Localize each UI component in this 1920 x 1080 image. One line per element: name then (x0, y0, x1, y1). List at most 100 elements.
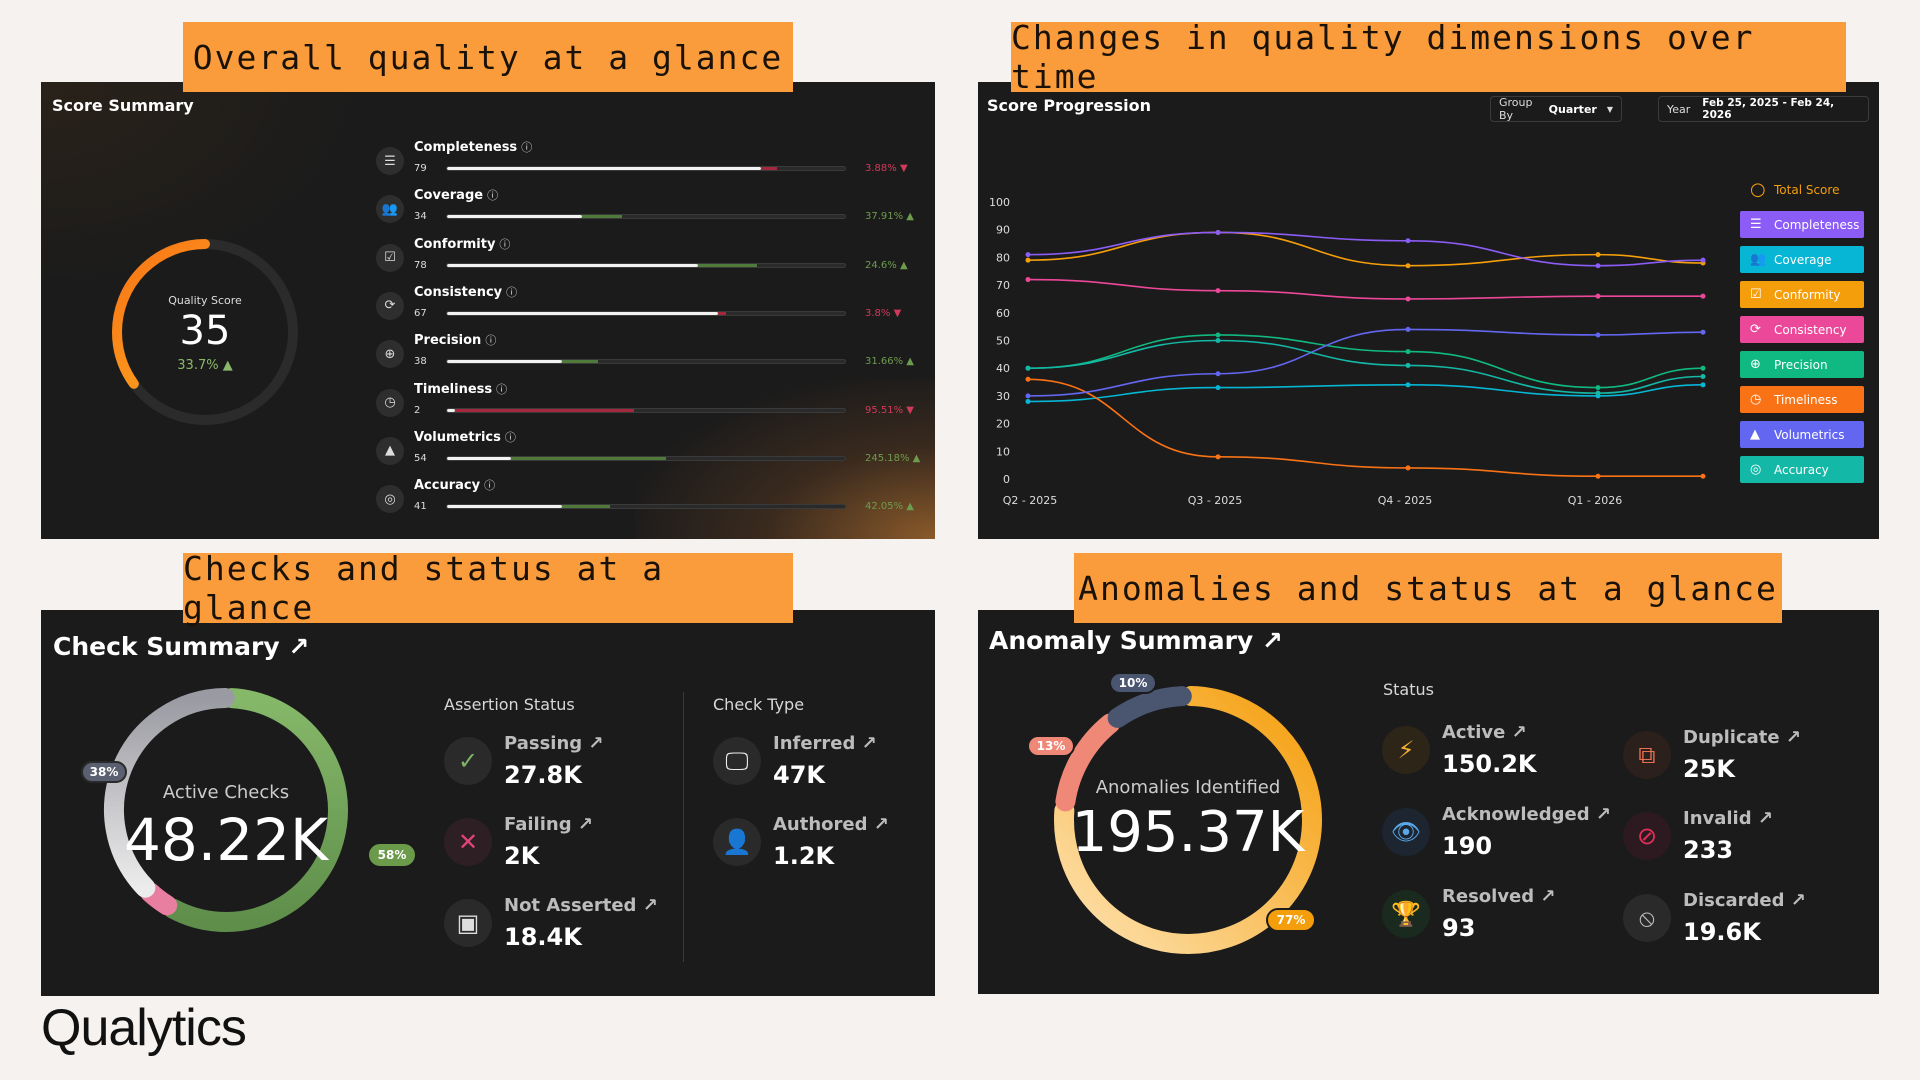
data-point[interactable] (1700, 293, 1706, 299)
data-point[interactable] (1700, 473, 1706, 479)
data-point[interactable] (1025, 393, 1031, 399)
data-point[interactable] (1025, 252, 1031, 258)
info-icon[interactable]: ⓘ (499, 237, 511, 251)
data-point[interactable] (1595, 332, 1601, 338)
acknowledged-label: Acknowledged ↗ (1442, 804, 1611, 825)
data-point[interactable] (1595, 293, 1601, 299)
data-point[interactable] (1215, 371, 1221, 377)
info-icon[interactable]: ⓘ (506, 285, 518, 299)
data-point[interactable] (1405, 349, 1411, 355)
info-icon[interactable]: ⓘ (521, 141, 533, 154)
dimension-change: 245.18% ▲ (865, 452, 921, 464)
tag-anomalies-status: Anomalies and status at a glance (1074, 553, 1782, 623)
y-tick-label: 60 (996, 307, 1010, 320)
data-point[interactable] (1025, 257, 1031, 263)
active-value: 150.2K (1442, 750, 1537, 778)
info-icon[interactable]: ⓘ (484, 479, 496, 493)
target-icon: ◎ (376, 485, 404, 514)
data-point[interactable] (1405, 263, 1411, 269)
data-point[interactable] (1595, 385, 1601, 391)
lightning-icon: ⚡ (1382, 726, 1430, 774)
score-summary-panel: Score Summary Quality Score 35 33.7% ▲ ☰… (41, 82, 935, 539)
group-by-dropdown[interactable]: Group By Quarter ▼ (1490, 96, 1622, 122)
list-icon: ☰ (376, 147, 404, 175)
data-point[interactable] (1700, 365, 1706, 371)
data-point[interactable] (1595, 473, 1601, 479)
dimension-bar (446, 407, 846, 413)
y-tick-label: 10 (996, 445, 1010, 458)
legend-label: Completeness (1774, 217, 1860, 232)
data-point[interactable] (1215, 338, 1221, 343)
series-line-coverage (1027, 384, 1704, 403)
legend-item-precision[interactable]: ⊕ Precision (1740, 351, 1864, 378)
legend-item-completeness[interactable]: ☰ Completeness (1740, 211, 1864, 238)
data-point[interactable] (1405, 238, 1411, 244)
data-point[interactable] (1700, 329, 1706, 335)
data-point[interactable] (1215, 288, 1221, 294)
data-point[interactable] (1700, 382, 1706, 388)
dimension-value: 38 (414, 356, 427, 368)
data-point[interactable] (1595, 252, 1601, 258)
data-point[interactable] (1405, 465, 1411, 471)
active-label: Active ↗ (1442, 722, 1527, 743)
series-line-consistency (1027, 278, 1703, 300)
segment-slate[interactable] (1107, 686, 1192, 728)
data-point[interactable] (1700, 257, 1706, 263)
series-line-timeliness (1027, 378, 1703, 478)
data-point[interactable] (1025, 365, 1031, 371)
year-label: Year (1667, 102, 1691, 116)
dimension-name: Precision ⓘ (414, 333, 497, 349)
data-point[interactable] (1405, 296, 1411, 302)
dimension-change: 95.51% ▼ (865, 404, 914, 416)
legend-item-conformity[interactable]: ☑ Conformity (1740, 281, 1864, 308)
group-by-label: Group By (1499, 96, 1533, 122)
dimension-value: 2 (414, 404, 421, 416)
dimension-name: Coverage ⓘ (414, 188, 499, 204)
y-tick-label: 80 (996, 251, 1010, 264)
divider (683, 692, 684, 962)
dimension-change: 3.88% ▼ (865, 163, 908, 174)
data-point[interactable] (1215, 332, 1221, 338)
info-icon[interactable]: ⓘ (485, 334, 497, 348)
dimension-row: ☰ Completeness ⓘ 79 3.88% ▼ (376, 139, 935, 187)
legend-item-volumetrics[interactable]: ▲ Volumetrics (1740, 421, 1864, 448)
y-tick-label: 70 (996, 279, 1010, 292)
data-point[interactable] (1215, 385, 1221, 391)
anomaly-summary-panel: Anomaly Summary ↗ Anomalies Identified 1… (978, 610, 1879, 994)
data-point[interactable] (1215, 229, 1221, 235)
dimension-row: ▲ Volumetrics ⓘ 54 245.18% ▲ (376, 429, 935, 477)
info-icon[interactable]: ⓘ (496, 382, 508, 396)
dimension-value: 54 (414, 452, 427, 464)
data-point[interactable] (1405, 362, 1411, 368)
segment-passing[interactable] (163, 688, 348, 932)
year-range-picker[interactable]: Year Feb 25, 2025 - Feb 24, 2026 (1658, 96, 1869, 122)
data-point[interactable] (1025, 376, 1031, 382)
legend-item-consistency[interactable]: ⟳ Consistency (1740, 316, 1864, 343)
anomalies-value: 195.37K (1071, 800, 1305, 865)
data-point[interactable] (1025, 398, 1031, 404)
data-point[interactable] (1025, 277, 1031, 283)
data-point[interactable] (1405, 326, 1411, 332)
data-point[interactable] (1700, 374, 1706, 380)
legend-item-accuracy[interactable]: ◎ Accuracy (1740, 456, 1864, 483)
dimension-bar (446, 504, 846, 510)
legend-item-timeliness[interactable]: ◷ Timeliness (1740, 386, 1864, 413)
info-icon[interactable]: ⓘ (487, 189, 499, 203)
dimension-bar (446, 310, 846, 316)
data-point[interactable] (1215, 454, 1221, 460)
check-summary-title[interactable]: Check Summary ↗ (53, 632, 310, 661)
data-point[interactable] (1595, 390, 1601, 396)
y-tick-label: 50 (996, 335, 1010, 348)
note-icon: ▣ (444, 899, 492, 947)
year-value: Feb 25, 2025 - Feb 24, 2026 (1702, 97, 1835, 121)
anomaly-summary-title[interactable]: Anomaly Summary ↗ (989, 626, 1283, 655)
legend-item-coverage[interactable]: 👥 Coverage (1740, 246, 1864, 273)
data-point[interactable] (1595, 263, 1601, 269)
legend-item-total-score[interactable]: ○ Total Score (1740, 176, 1864, 203)
check-summary-panel: Check Summary ↗ Active Checks 48.22K 38%… (41, 610, 935, 996)
status-heading: Status (1383, 680, 1434, 699)
info-icon[interactable]: ⓘ (504, 430, 516, 444)
data-point[interactable] (1405, 382, 1411, 388)
segment-salmon[interactable] (1055, 713, 1121, 812)
